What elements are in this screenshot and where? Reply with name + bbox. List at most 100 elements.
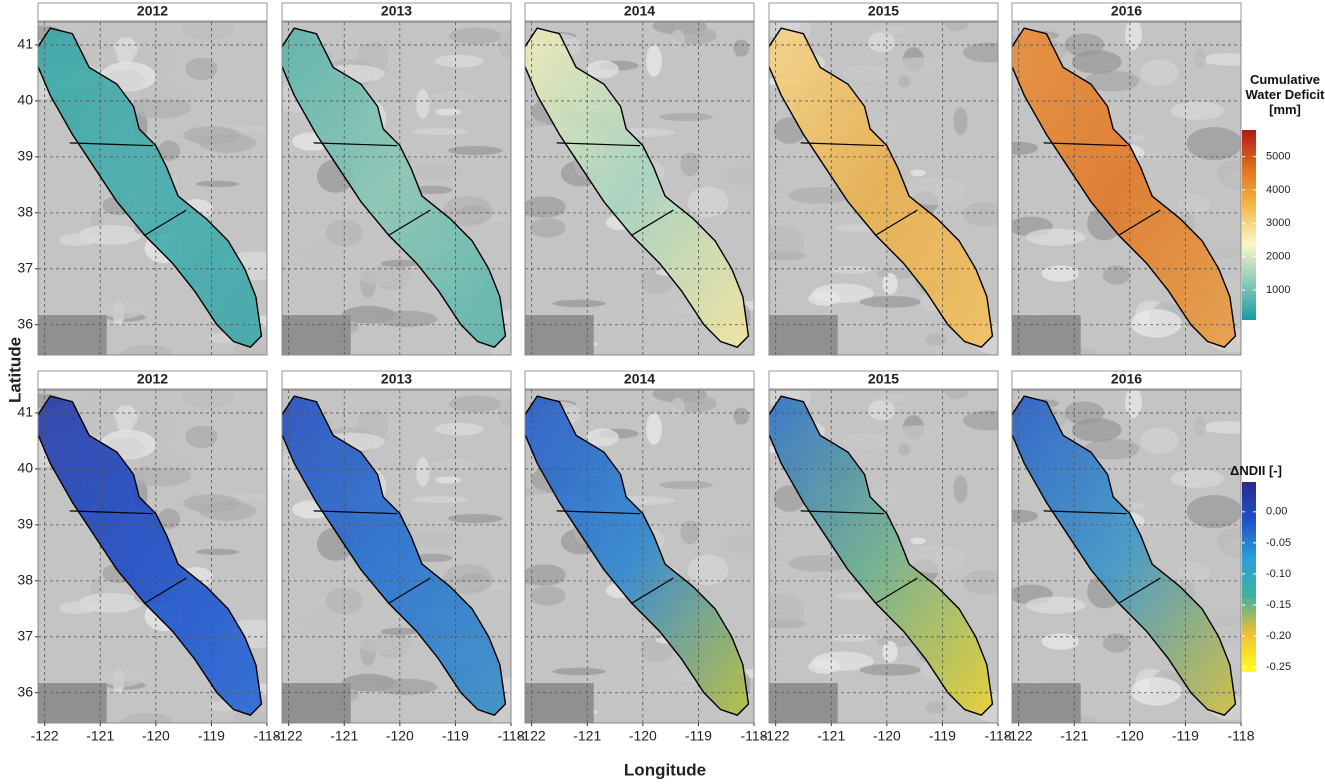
terrain (963, 42, 998, 63)
terrain (891, 57, 946, 72)
terrain (1130, 309, 1182, 338)
terrain (808, 659, 841, 674)
y-tick-label: 40 (17, 460, 33, 476)
terrain (1012, 141, 1039, 155)
panel-title: 2014 (624, 3, 655, 19)
panel-strip (768, 2, 999, 22)
map-panel (1012, 22, 1241, 355)
terrain (1125, 22, 1142, 51)
subregion-border (556, 510, 641, 515)
map-panel (282, 390, 511, 723)
terrain (447, 513, 503, 524)
terrain (282, 683, 351, 723)
terrain (874, 394, 909, 403)
y-tick-label: 37 (17, 260, 33, 276)
terrain (586, 60, 619, 79)
panel-strip (37, 370, 268, 390)
terrain (552, 299, 606, 308)
colorbar-tick-label: -0.10 (1266, 568, 1291, 580)
terrain (525, 315, 594, 355)
x-tick-label: -118 (985, 728, 1012, 744)
terrain (359, 634, 413, 655)
terrain (416, 88, 430, 119)
x-tick-label: -118 (1228, 728, 1255, 744)
x-tick-label: -122 (275, 728, 303, 744)
terrain (413, 185, 453, 195)
terrain (1139, 59, 1179, 86)
study-region (1012, 396, 1236, 716)
terrain (769, 251, 807, 261)
panel-title: 2016 (1111, 3, 1142, 19)
terrain (874, 26, 909, 35)
panel-frame (524, 389, 755, 724)
y-tick-label: 38 (17, 572, 33, 588)
panel-title: 2016 (1111, 371, 1142, 387)
colorbar-tick-label: 2000 (1266, 251, 1290, 263)
study-region (769, 396, 993, 716)
terrain (525, 572, 564, 585)
study-region (282, 28, 506, 348)
subregion-border (313, 510, 398, 515)
terrain (925, 333, 948, 346)
terrain (298, 609, 345, 638)
panel-frame (281, 389, 512, 724)
terrain (717, 165, 754, 186)
terrain (830, 633, 872, 642)
terrain (448, 27, 503, 45)
terrain (1041, 265, 1079, 282)
terrain (411, 128, 468, 135)
terrain (1139, 427, 1179, 454)
terrain (58, 601, 97, 615)
terrain (769, 593, 804, 627)
panel-frame (281, 21, 512, 356)
x-tick-label: -121 (817, 728, 845, 744)
terrain (898, 75, 911, 88)
panel-frame (37, 21, 268, 356)
region-outline (525, 395, 750, 716)
map-panel (282, 22, 511, 355)
panel-frame (768, 389, 999, 724)
subregion-border (631, 209, 674, 236)
panel-title: 2015 (868, 3, 899, 19)
terrain (1012, 315, 1081, 355)
terrain (1130, 677, 1182, 706)
subregion-border (556, 142, 641, 147)
x-tick-label: -120 (629, 728, 657, 744)
x-tick-label: -122 (31, 728, 59, 744)
terrain (680, 152, 700, 177)
region-outline (1012, 395, 1237, 716)
terrain (769, 619, 807, 629)
subregion-border (631, 577, 674, 604)
panel-title: 2012 (137, 371, 168, 387)
terrain (646, 412, 662, 445)
terrain (1170, 469, 1224, 488)
subregion-border (1118, 209, 1161, 236)
terrain (733, 39, 750, 57)
y-tick-label: 38 (17, 204, 33, 220)
subregion-border (388, 209, 431, 236)
subregion-border (313, 142, 398, 147)
subregion-border (875, 577, 918, 604)
terrain (121, 344, 173, 355)
terrain (1216, 159, 1241, 190)
colorbar (1242, 130, 1256, 320)
terrain (1084, 438, 1140, 460)
y-tick-label: 36 (17, 683, 33, 699)
terrain (157, 140, 181, 161)
terrain (529, 586, 566, 606)
terrain (99, 298, 146, 319)
x-tick-label: -118 (741, 728, 768, 744)
terrain (733, 407, 750, 425)
terrain (1186, 126, 1241, 161)
terrain (282, 315, 351, 355)
map-panel (769, 390, 998, 723)
terrain (1193, 416, 1207, 436)
terrain (434, 54, 484, 68)
terrain (185, 57, 218, 81)
terrain (963, 569, 998, 595)
terrain (432, 90, 478, 102)
colorbar (1242, 482, 1256, 672)
terrain (375, 678, 438, 696)
terrain (787, 186, 852, 204)
